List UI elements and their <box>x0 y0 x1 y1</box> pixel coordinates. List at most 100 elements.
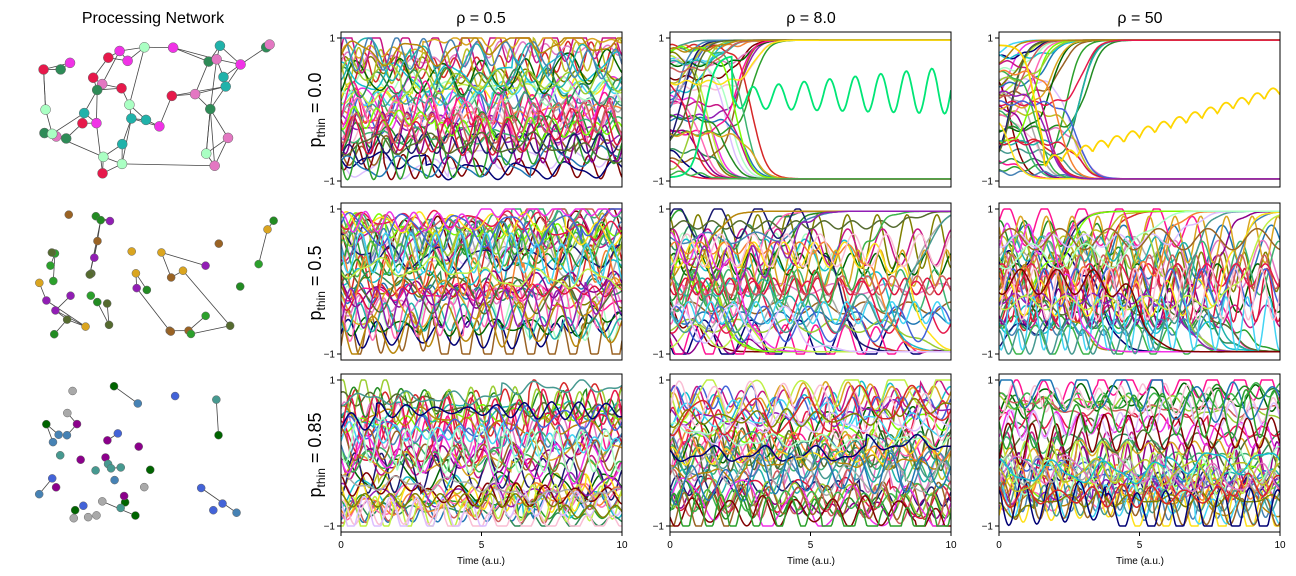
network-node <box>70 505 80 515</box>
col-title-rho-8: ρ = 8.0 <box>786 10 836 27</box>
series-line <box>999 383 1280 414</box>
network-node <box>264 39 275 50</box>
panel-r0-c0: −1 1 <box>324 31 623 188</box>
series-line <box>341 301 622 341</box>
series-line <box>341 488 622 527</box>
series-line <box>341 104 622 156</box>
network-node <box>222 132 234 144</box>
series-line <box>999 70 1280 180</box>
network-edge <box>182 270 231 327</box>
network-node <box>214 430 223 440</box>
series-line <box>341 79 622 105</box>
network-node <box>211 54 222 65</box>
network-edge <box>215 399 219 436</box>
network-node <box>64 57 76 69</box>
network-node <box>91 84 103 96</box>
network-node <box>91 117 102 129</box>
network-node <box>166 273 176 282</box>
network-node <box>81 322 90 331</box>
series-line <box>999 39 1280 107</box>
series-line <box>341 404 622 443</box>
series-line <box>341 474 622 504</box>
series-line <box>670 210 951 308</box>
series-line <box>670 453 951 497</box>
network-node <box>38 64 49 75</box>
network-node <box>166 90 178 102</box>
network-edge <box>209 108 229 139</box>
network-node <box>104 320 114 330</box>
network-node <box>131 269 141 278</box>
network-edge <box>46 300 86 327</box>
series-line <box>670 214 951 334</box>
network-edge <box>96 89 98 124</box>
network-node <box>46 261 55 270</box>
x-tick-label: 0 <box>667 540 673 551</box>
network-node <box>269 216 278 225</box>
series-line <box>670 421 951 450</box>
network-node <box>114 45 125 57</box>
series-line <box>341 379 622 407</box>
y-tick-label: 1 <box>658 205 664 216</box>
series-line <box>999 267 1280 321</box>
series-line <box>999 473 1280 517</box>
network-edge <box>200 487 237 514</box>
series-line <box>341 102 622 144</box>
series-line <box>341 208 622 233</box>
y-tick-label: −1 <box>324 350 336 361</box>
network-edge <box>51 112 85 135</box>
network-node <box>124 99 135 110</box>
network-edge <box>121 118 132 164</box>
series-line <box>999 436 1280 471</box>
series-line <box>341 37 622 80</box>
network-node <box>225 321 235 331</box>
series-line <box>670 478 951 517</box>
series-line <box>999 379 1280 413</box>
series-line <box>341 448 622 484</box>
series-line <box>670 100 951 180</box>
series-line <box>999 39 1280 118</box>
network-node <box>93 297 102 307</box>
y-tick-label: 1 <box>987 205 993 216</box>
series-line <box>341 228 622 278</box>
panel-r1-c2: −1 1 <box>982 202 1281 361</box>
network-node <box>83 512 93 522</box>
series-line <box>341 487 622 524</box>
row-label-pthin-0: pthin = 0.0 <box>305 73 328 148</box>
series-line <box>670 233 951 268</box>
network-title: Processing Network <box>82 10 225 27</box>
network-edge <box>122 163 215 167</box>
network-node <box>254 259 263 269</box>
series-line <box>999 268 1280 308</box>
network-node <box>55 451 65 460</box>
network-node <box>102 299 112 308</box>
network-node <box>214 40 226 52</box>
row-label-pthin-0-85: pthin = 0.85 <box>305 413 328 498</box>
series-line <box>341 51 622 95</box>
series-line <box>999 476 1280 527</box>
series-line <box>670 170 951 180</box>
series-line <box>670 468 951 527</box>
network-node <box>140 114 152 126</box>
x-tick-label: 0 <box>996 540 1002 551</box>
panel-r2-c2: −110 5 10 <box>982 373 1286 551</box>
series-line <box>341 492 622 519</box>
y-tick-label: −1 <box>653 350 665 361</box>
network-node <box>98 497 107 506</box>
network-graph-sparse <box>34 381 241 523</box>
network-node <box>142 285 152 295</box>
series-line <box>341 279 622 329</box>
network-node <box>40 104 51 115</box>
series-line <box>999 382 1280 423</box>
network-edge <box>101 50 120 85</box>
series-line <box>670 433 951 463</box>
series-line <box>341 300 622 355</box>
panel-frame <box>340 202 623 361</box>
series-line <box>341 388 622 442</box>
y-tick-label: 1 <box>329 34 335 45</box>
series-line <box>670 494 951 527</box>
network-node <box>54 430 63 439</box>
y-tick-label: −1 <box>324 177 336 188</box>
y-tick-label: −1 <box>324 522 336 533</box>
series-line <box>341 431 622 485</box>
network-node <box>85 270 95 279</box>
